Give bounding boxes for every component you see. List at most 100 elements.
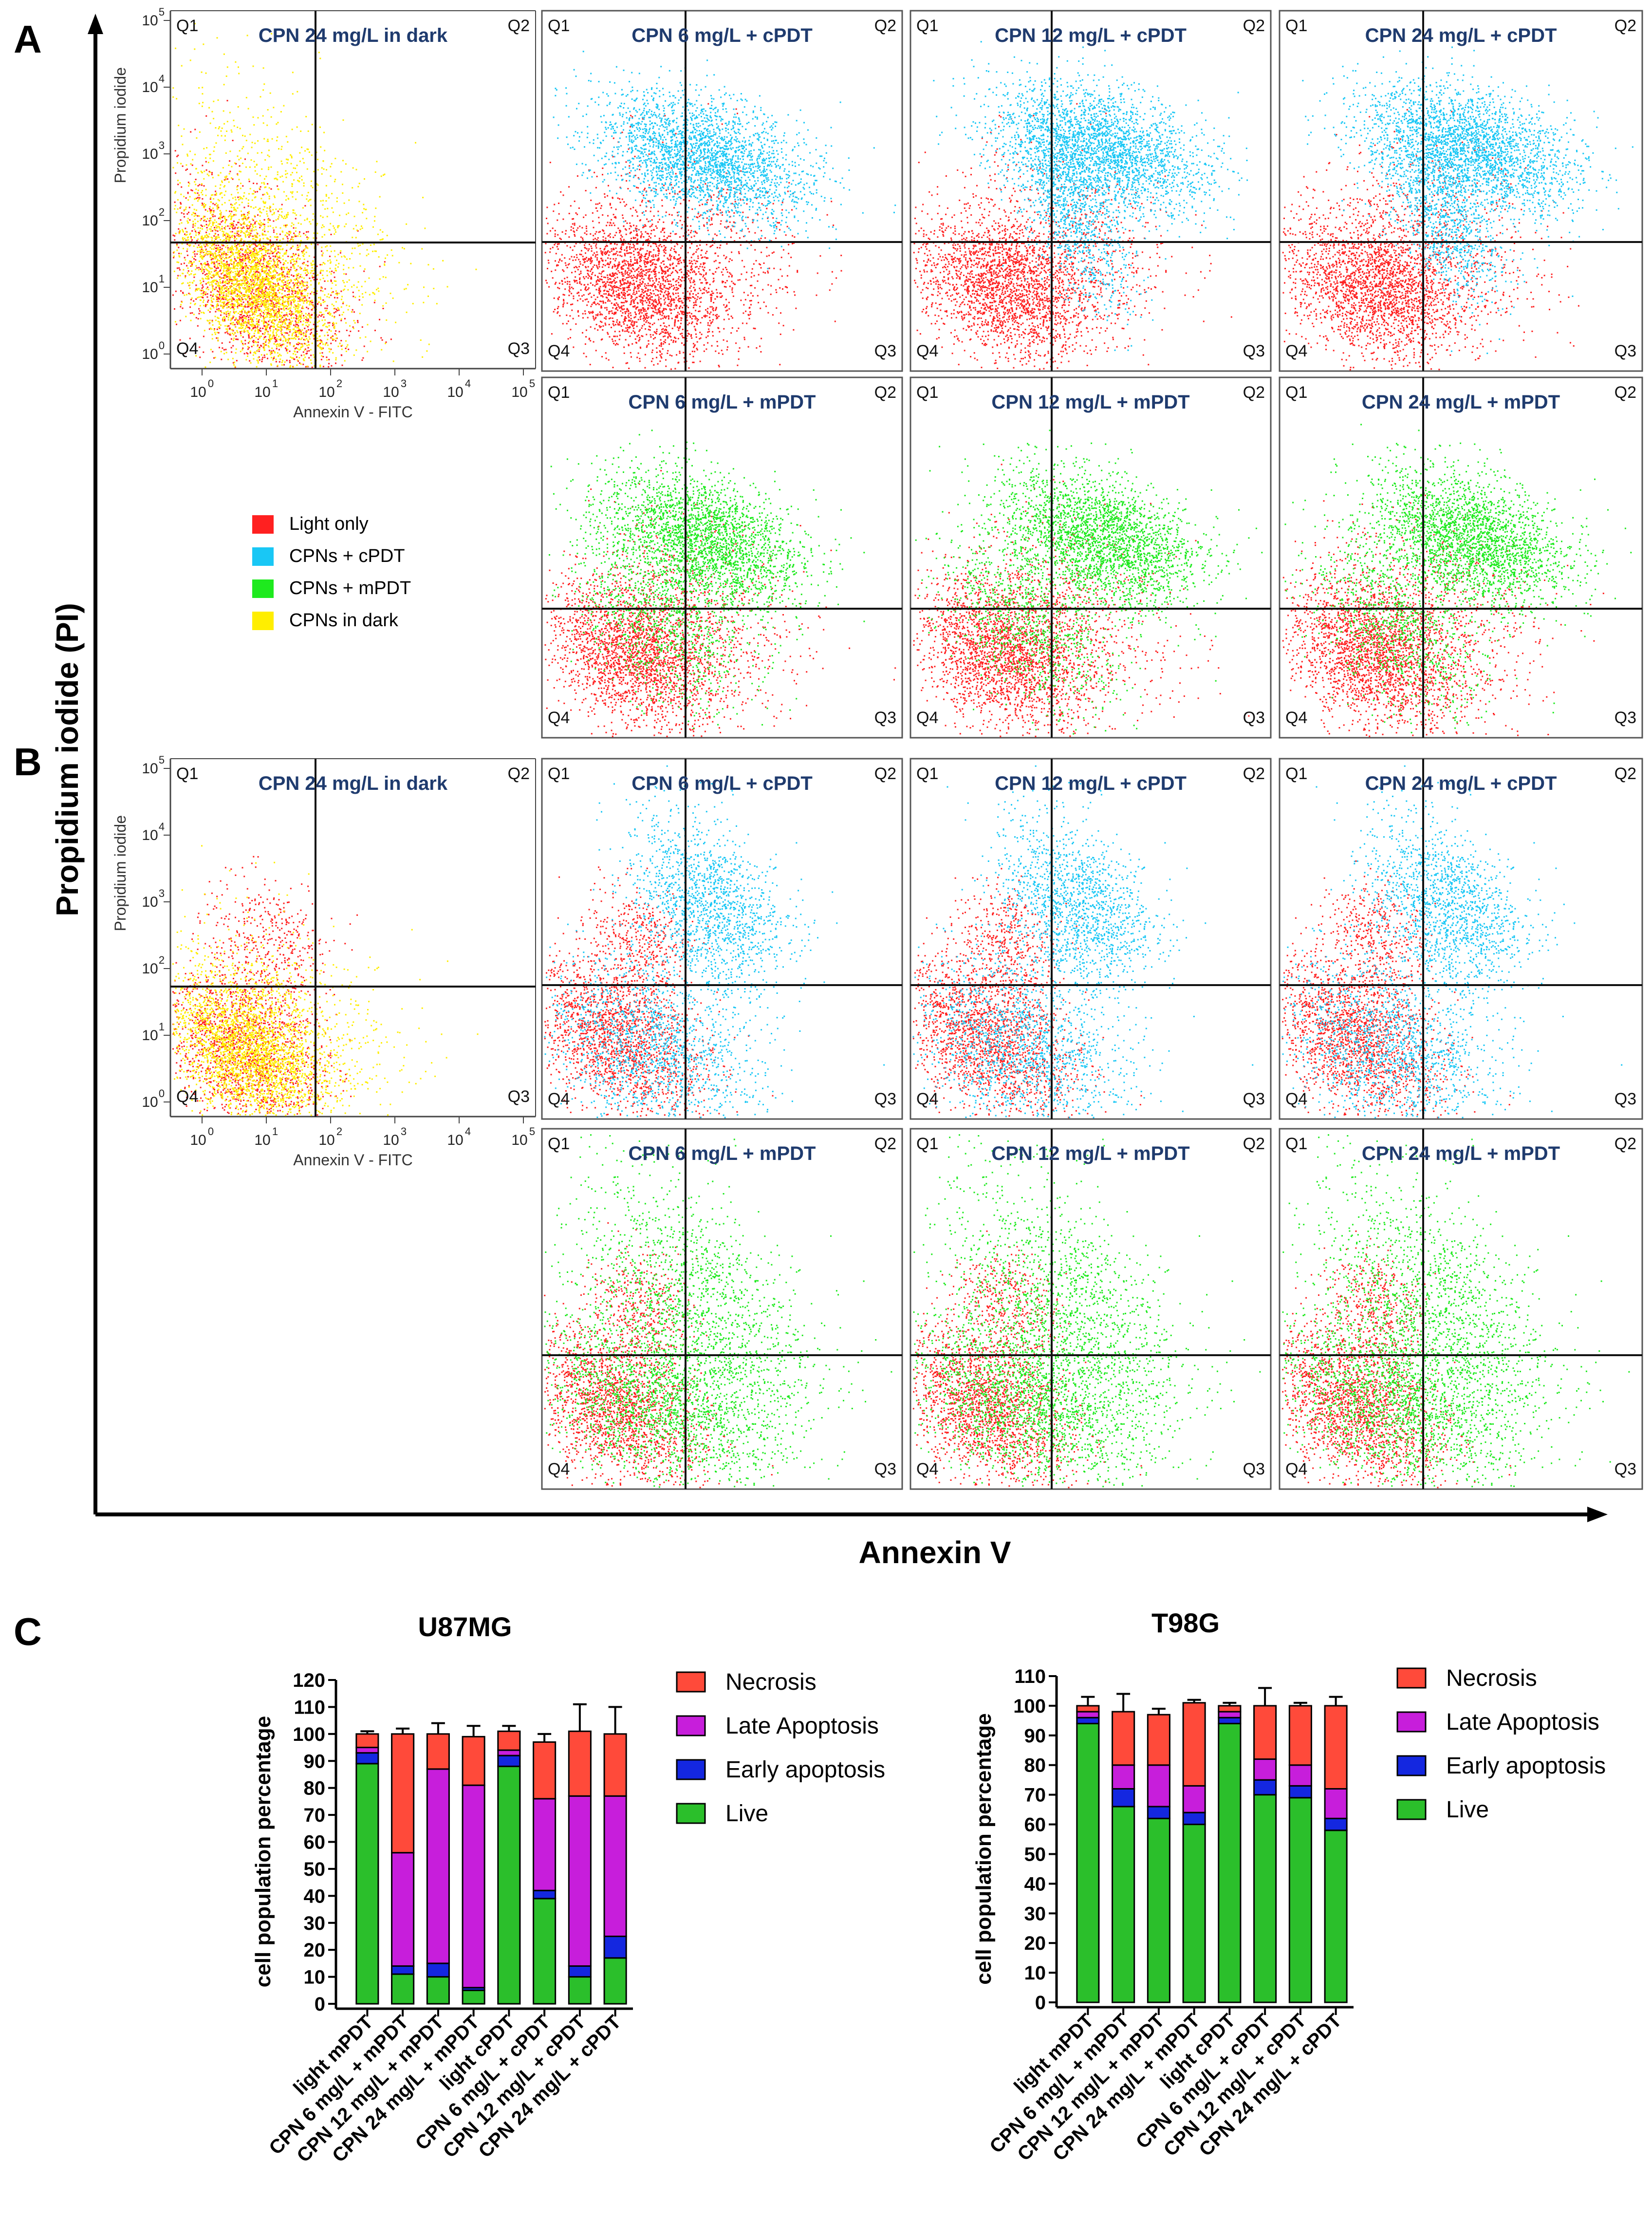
bar-segment-necrosis (355, 1733, 379, 1749)
y-tick-label: 100 (1013, 1696, 1046, 1717)
scatter-cloud-1eea1e (1284, 487, 1555, 733)
quadrant-q2-label: Q2 (508, 17, 530, 35)
bar-segment-early-apoptosis (603, 1935, 627, 1959)
scatter-cloud-ff2020 (172, 100, 392, 368)
scatter-cloud-ffee00 (173, 157, 422, 368)
y-arrow-head (88, 14, 103, 34)
quadrant-q4-label: Q4 (1285, 1090, 1307, 1108)
scatter-y-axis-label: Propidium iodide (111, 815, 129, 931)
y-tick-label: 10 (142, 961, 158, 977)
x-tick-label: 10 (190, 384, 206, 400)
chart-legend-swatch (1396, 1755, 1427, 1776)
quadrant-q2-label: Q2 (1243, 765, 1265, 783)
plot-frame (541, 758, 903, 1120)
bar-segment-early-apoptosis (355, 1752, 379, 1765)
y-tick-label: 20 (304, 1940, 326, 1961)
bar-segment-necrosis (533, 1741, 557, 1800)
bar-segment-necrosis (1288, 1705, 1312, 1766)
x-tick-label: 10 (447, 384, 463, 400)
scatter-plot: Q1 Q2 Q3 Q4 CPN 12 mg/L + mPDT (910, 1128, 1272, 1490)
scatter-cloud-1eea1e (1282, 1134, 1630, 1487)
quadrant-q3-label: Q3 (1615, 342, 1636, 360)
scatter-legend: Light only CPNs + cPDT CPNs + mPDT CPNs in … (252, 514, 411, 631)
quadrant-q1-label: Q1 (916, 765, 938, 783)
quadrant-q3-label: Q3 (508, 339, 530, 358)
legend-swatch (252, 612, 274, 630)
y-tick-label: 30 (304, 1913, 326, 1934)
legend-label: CPNs in dark (289, 610, 399, 631)
bar-segment-early-apoptosis (391, 1965, 415, 1975)
x-tick-exponent: 3 (401, 377, 407, 390)
y-tick-exponent: 5 (159, 6, 165, 18)
y-tick-label: 10 (142, 346, 158, 362)
x-tick-label: 10 (511, 1132, 527, 1148)
chart-legend-label: Late Apoptosis (725, 1713, 879, 1739)
bar-segment-early-apoptosis (1324, 1817, 1348, 1831)
scatter-cloud-19c7f5 (983, 84, 1154, 351)
chart-legend-swatch (676, 1715, 706, 1736)
bar-segment-live (603, 1957, 627, 2005)
bar-segment-live (1253, 1794, 1277, 2003)
scatter-cloud-ff2020 (921, 464, 1250, 730)
x-tick-exponent: 1 (272, 1125, 278, 1138)
bar-segment-early-apoptosis (1147, 1806, 1170, 1819)
bar-segment-late-apoptosis (391, 1852, 415, 1967)
bar-segment-live (1112, 1806, 1135, 2003)
y-tick-label: 70 (304, 1805, 326, 1826)
y-tick-exponent: 3 (159, 887, 165, 899)
y-tick-label: 50 (1024, 1844, 1046, 1865)
bar-segment-necrosis (497, 1730, 521, 1751)
bar-segment-late-apoptosis (1218, 1711, 1242, 1718)
y-tick-label: 10 (304, 1967, 326, 1988)
chart-y-axis-label: cell population percentage (972, 1713, 996, 1984)
y-tick-label: 60 (1024, 1814, 1046, 1836)
x-tick-label: 10 (318, 1132, 334, 1148)
y-tick-exponent: 4 (159, 73, 165, 85)
bar-segment-live (1324, 1829, 1348, 2003)
scatter-cloud-1eea1e (913, 1262, 1210, 1488)
quadrant-q3-label: Q3 (874, 709, 896, 727)
y-tick-label: 90 (304, 1751, 326, 1772)
bar-segment-live (391, 1973, 415, 2005)
bar-segment-necrosis (462, 1736, 485, 1786)
chart-legend-label: Live (725, 1801, 768, 1827)
quadrant-q2-label: Q2 (1615, 383, 1636, 402)
scatter-plot-title: CPN 24 mg/L in dark (259, 25, 448, 46)
x-category-label: CPN 6 mg/L + mPDT (265, 2011, 412, 2159)
bar-segment-early-apoptosis (1218, 1717, 1242, 1724)
bar-segment-late-apoptosis (1182, 1785, 1206, 1813)
y-tick-exponent: 1 (159, 1021, 165, 1033)
scatter-cloud-ff2020 (544, 533, 824, 737)
chart-legend-swatch (1396, 1799, 1427, 1820)
plot-frame (1279, 376, 1643, 739)
quadrant-q1-label: Q1 (1285, 1135, 1307, 1153)
plot-frame (541, 1128, 903, 1490)
x-tick-exponent: 1 (272, 377, 278, 390)
x-arrow-head (1587, 1507, 1608, 1522)
y-tick-label: 10 (142, 827, 158, 843)
scatter-cloud-19c7f5 (1281, 923, 1623, 1119)
scatter-cloud-ff2020 (912, 1287, 1142, 1489)
y-tick-label: 80 (1024, 1755, 1046, 1776)
quadrant-q1-label: Q1 (548, 1135, 570, 1153)
y-tick-label: 10 (142, 1027, 158, 1044)
scatter-cloud-ff2020 (1281, 916, 1511, 1119)
legend-swatch (252, 579, 274, 598)
bar-segment-necrosis (603, 1733, 627, 1797)
bar-segment-late-apoptosis (355, 1747, 379, 1754)
scatter-cloud-19c7f5 (933, 41, 1248, 260)
quadrant-q4-label: Q4 (548, 709, 570, 727)
y-tick-label: 40 (1024, 1873, 1046, 1895)
y-tick-label: 80 (304, 1778, 326, 1799)
bar-segment-early-apoptosis (426, 1962, 450, 1978)
y-tick-label: 70 (1024, 1785, 1046, 1806)
y-tick-label: 60 (304, 1832, 326, 1853)
scatter-cloud-ff2020 (913, 103, 1232, 363)
bar-segment-early-apoptosis (568, 1965, 592, 1978)
bar-segment-early-apoptosis (1076, 1717, 1100, 1724)
bar-segment-late-apoptosis (603, 1795, 627, 1937)
quadrant-q4-label: Q4 (916, 1090, 938, 1108)
x-tick-exponent: 5 (529, 377, 535, 390)
quadrant-q3-label: Q3 (1615, 1460, 1636, 1478)
